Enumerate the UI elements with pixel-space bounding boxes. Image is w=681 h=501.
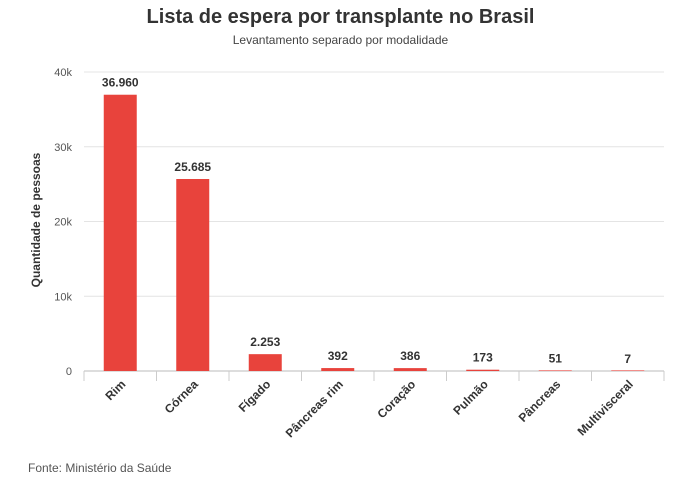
x-tick-label: Coração bbox=[375, 377, 419, 421]
x-tick-label: Rim bbox=[102, 377, 128, 403]
source-note: Fonte: Ministério da Saúde bbox=[28, 461, 172, 475]
data-labels: 36.960 25.685 2.253 392 386 173 51 7 bbox=[102, 76, 632, 366]
bar bbox=[538, 370, 572, 371]
data-label: 386 bbox=[400, 349, 420, 363]
gridlines bbox=[84, 71, 664, 372]
data-label: 25.685 bbox=[174, 160, 211, 174]
y-tick-label: 0 bbox=[66, 366, 72, 378]
x-tick-label: Pulmão bbox=[450, 377, 491, 418]
y-tick-label: 10k bbox=[54, 291, 72, 303]
bar bbox=[321, 368, 355, 371]
chart-subtitle: Levantamento separado por modalidade bbox=[232, 33, 449, 47]
y-axis-ticks: 0 10k 20k 30k 40k bbox=[54, 67, 72, 378]
x-tick-label: Pâncreas rim bbox=[283, 377, 346, 440]
y-axis-label: Quantidade de pessoas bbox=[29, 152, 43, 287]
data-label: 7 bbox=[624, 352, 631, 366]
data-label: 173 bbox=[473, 351, 493, 365]
x-tick-label: Pâncreas bbox=[516, 377, 564, 425]
data-label: 36.960 bbox=[102, 76, 139, 90]
x-axis-ticks: Rim Córnea Fígado Pâncreas rim Coração Pulmão… bbox=[83, 371, 665, 440]
y-tick-label: 30k bbox=[54, 142, 72, 154]
data-label: 51 bbox=[549, 352, 563, 366]
bar bbox=[466, 369, 500, 371]
data-label: 2.253 bbox=[250, 335, 280, 349]
bars bbox=[103, 94, 645, 371]
y-tick-label: 20k bbox=[54, 217, 72, 229]
chart-title: Lista de espera por transplante no Brasi… bbox=[146, 6, 535, 28]
y-tick-label: 40k bbox=[54, 67, 72, 79]
x-tick-label: Multivisceral bbox=[575, 377, 636, 438]
x-tick-label: Fígado bbox=[236, 377, 274, 415]
bar bbox=[176, 179, 210, 371]
bar bbox=[248, 354, 282, 371]
data-label: 392 bbox=[328, 349, 348, 363]
bar bbox=[103, 94, 137, 371]
x-tick-label: Córnea bbox=[162, 377, 201, 416]
bar bbox=[393, 368, 427, 371]
bar bbox=[611, 370, 645, 371]
